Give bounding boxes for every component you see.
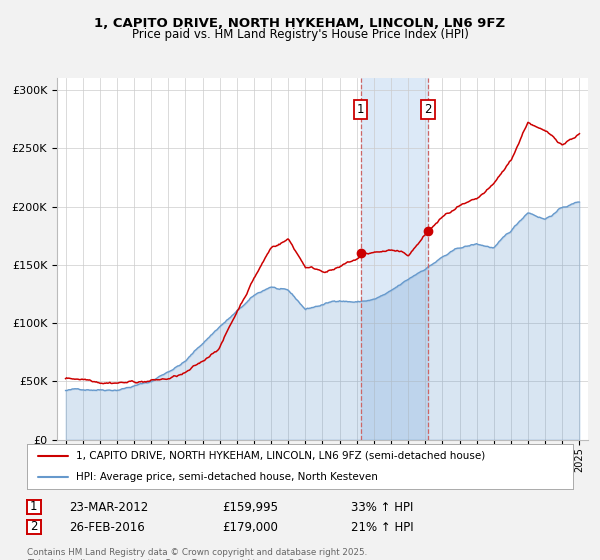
Text: 33% ↑ HPI: 33% ↑ HPI (351, 501, 413, 514)
Text: HPI: Average price, semi-detached house, North Kesteven: HPI: Average price, semi-detached house,… (76, 472, 378, 482)
Text: £159,995: £159,995 (222, 501, 278, 514)
Text: Price paid vs. HM Land Registry's House Price Index (HPI): Price paid vs. HM Land Registry's House … (131, 28, 469, 41)
Text: 2: 2 (30, 520, 38, 534)
Text: 21% ↑ HPI: 21% ↑ HPI (351, 521, 413, 534)
Text: 1, CAPITO DRIVE, NORTH HYKEHAM, LINCOLN, LN6 9FZ (semi-detached house): 1, CAPITO DRIVE, NORTH HYKEHAM, LINCOLN,… (76, 451, 485, 461)
Text: 26-FEB-2016: 26-FEB-2016 (69, 521, 145, 534)
Text: 1: 1 (357, 102, 364, 115)
Text: Contains HM Land Registry data © Crown copyright and database right 2025.
This d: Contains HM Land Registry data © Crown c… (27, 548, 367, 560)
Text: 1, CAPITO DRIVE, NORTH HYKEHAM, LINCOLN, LN6 9FZ: 1, CAPITO DRIVE, NORTH HYKEHAM, LINCOLN,… (94, 17, 506, 30)
Text: 2: 2 (424, 102, 431, 115)
Text: 1: 1 (30, 500, 38, 514)
Text: £179,000: £179,000 (222, 521, 278, 534)
Text: 23-MAR-2012: 23-MAR-2012 (69, 501, 148, 514)
Bar (361, 78, 428, 440)
